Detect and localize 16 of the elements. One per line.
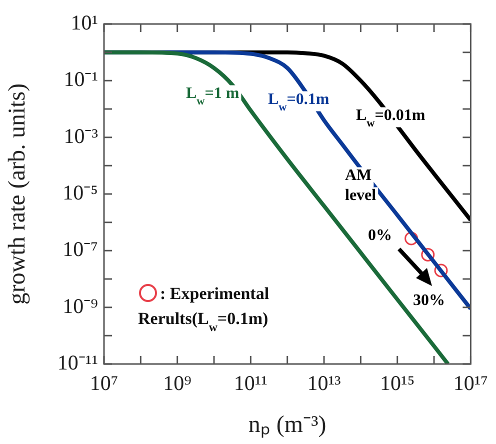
x-tick-label: 10⁹ xyxy=(163,371,192,396)
x-tick-label: 10¹⁷ xyxy=(453,371,488,396)
x-tick-label: 10¹¹ xyxy=(234,371,268,396)
y-tick-label: 10¹ xyxy=(70,10,98,35)
annotation: 30% xyxy=(413,292,445,309)
y-axis-title: growth rate (arb. units) xyxy=(4,83,31,305)
x-tick-label: 10¹³ xyxy=(307,371,341,396)
annotation: 0% xyxy=(368,227,392,244)
y-tick-label: 10⁻⁵ xyxy=(62,180,98,205)
x-tick-label: 10¹⁵ xyxy=(380,371,415,396)
x-axis-title: nₚ (m⁻³) xyxy=(248,412,326,438)
y-tick-label: 10⁻⁹ xyxy=(62,294,98,318)
y-tick-label: 10⁻³ xyxy=(64,124,98,148)
y-tick-label: 10⁻¹ xyxy=(64,67,98,92)
y-tick-label: 10⁻⁷ xyxy=(62,237,98,262)
annotation: AM level xyxy=(345,167,377,204)
